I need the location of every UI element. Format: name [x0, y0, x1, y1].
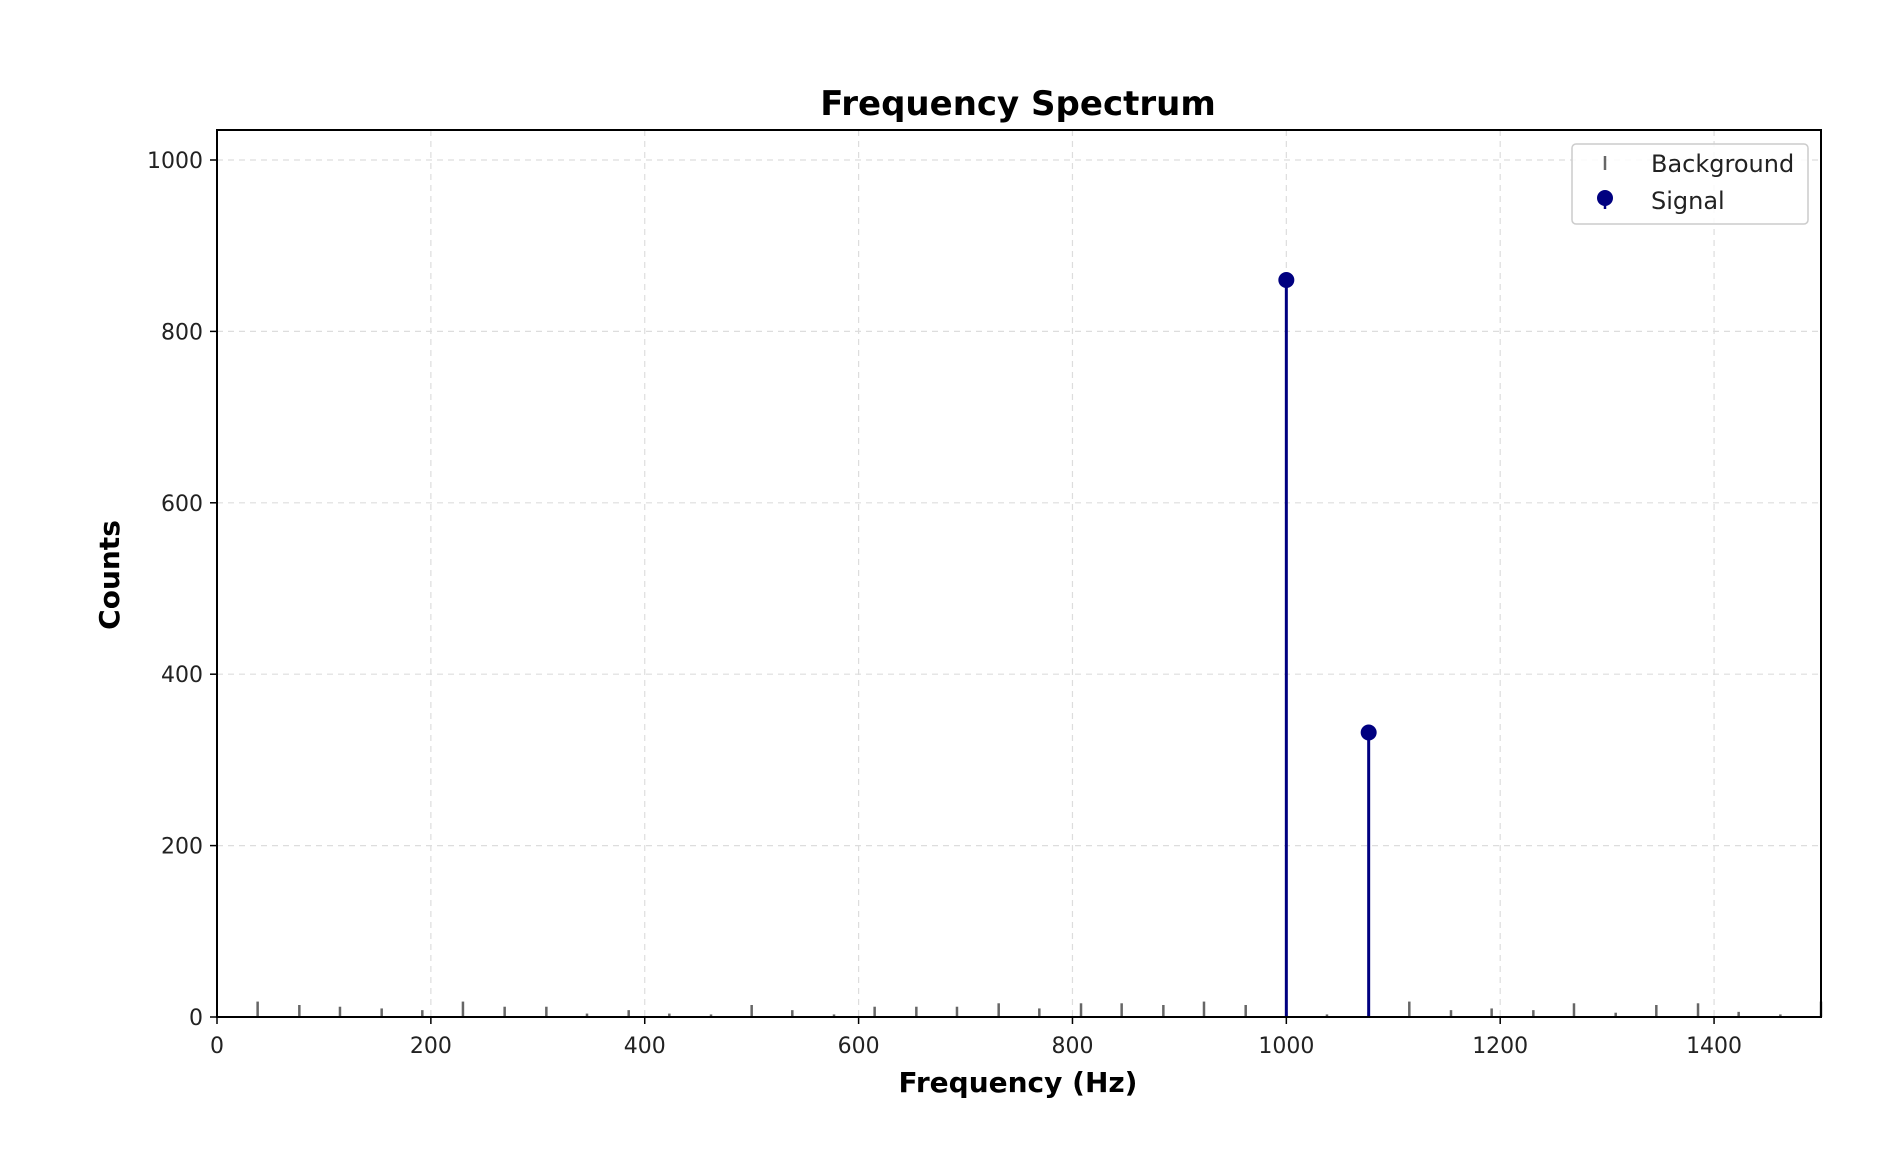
legend: Background Signal: [1571, 143, 1809, 225]
x-tick-label: 400: [624, 1034, 666, 1059]
y-tick-label: 800: [161, 320, 203, 345]
background-series: [256, 1001, 1823, 1017]
signal-series: [1278, 271, 1377, 1017]
y-axis-ticks: 0 200 400 600 800 1000: [147, 149, 217, 1031]
x-axis-label: Frequency (Hz): [899, 1066, 1138, 1099]
legend-box: [1571, 143, 1809, 225]
y-tick-label: 600: [161, 492, 203, 517]
y-tick-label: 400: [161, 663, 203, 688]
grid-layer: [216, 130, 1821, 1018]
x-tick-label: 0: [210, 1034, 224, 1059]
chart-title: Frequency Spectrum: [820, 84, 1216, 124]
x-tick-label: 1200: [1472, 1034, 1528, 1059]
x-tick-label: 1000: [1258, 1034, 1314, 1059]
x-tick-label: 200: [410, 1034, 452, 1059]
y-tick-label: 0: [189, 1006, 203, 1031]
signal-marker: [1360, 724, 1377, 741]
y-axis-label: Counts: [93, 520, 126, 630]
signal-marker: [1278, 271, 1295, 288]
x-tick-label: 1400: [1686, 1034, 1742, 1059]
legend-background-label: Background: [1651, 150, 1794, 178]
x-tick-label: 800: [1051, 1034, 1093, 1059]
legend-signal-label: Signal: [1651, 187, 1725, 215]
y-tick-label: 200: [161, 835, 203, 860]
x-axis-ticks: 0 200 400 600 800 1000 1200 1400: [210, 1017, 1742, 1059]
legend-signal-marker: [1597, 190, 1613, 206]
plot-frame: [216, 129, 1822, 1018]
x-tick-label: 600: [838, 1034, 880, 1059]
y-tick-label: 1000: [147, 149, 203, 174]
